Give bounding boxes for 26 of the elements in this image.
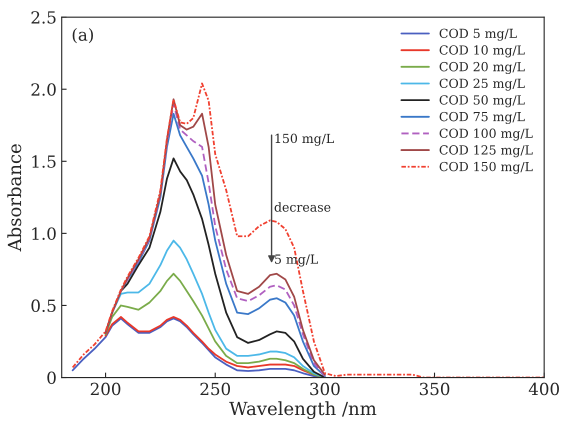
annotation: 150 mg/L bbox=[276, 134, 334, 146]
legend-label: COD 75 mg/L bbox=[440, 112, 525, 124]
legend-label: COD 125 mg/L bbox=[440, 145, 533, 158]
y-tick-label: 1.0 bbox=[32, 227, 56, 240]
y-tick-label: 1.5 bbox=[32, 155, 56, 168]
annotation: decrease bbox=[274, 202, 330, 212]
legend-label: COD 10 mg/L bbox=[440, 45, 525, 58]
legend-label: COD 25 mg/L bbox=[440, 78, 525, 91]
legend-label: COD 150 mg/L bbox=[440, 162, 533, 174]
y-tick-label: 0.5 bbox=[31, 299, 56, 312]
x-axis-title: Wavelength /nm bbox=[229, 401, 376, 420]
x-tick-label: 250 bbox=[200, 382, 230, 396]
x-tick-label: 200 bbox=[90, 382, 120, 396]
legend-label: COD 100 mg/L bbox=[440, 128, 533, 141]
x-tick-label: 400 bbox=[528, 382, 559, 396]
y-tick-label: 2.0 bbox=[31, 83, 56, 96]
x-tick-label: 300 bbox=[310, 382, 340, 396]
legend-label: COD 20 mg/L bbox=[440, 62, 525, 74]
x-tick-label: 350 bbox=[420, 382, 450, 396]
y-tick-label: 0 bbox=[47, 371, 56, 384]
legend-label: COD 5 mg/L bbox=[440, 28, 517, 41]
annotation: 5 mg/L bbox=[275, 254, 318, 266]
y-tick-label: 2.5 bbox=[31, 11, 56, 24]
y-axis-title: Absorbance bbox=[7, 144, 22, 252]
annotation: (a) bbox=[72, 28, 93, 44]
legend-label: COD 50 mg/L bbox=[440, 95, 525, 108]
